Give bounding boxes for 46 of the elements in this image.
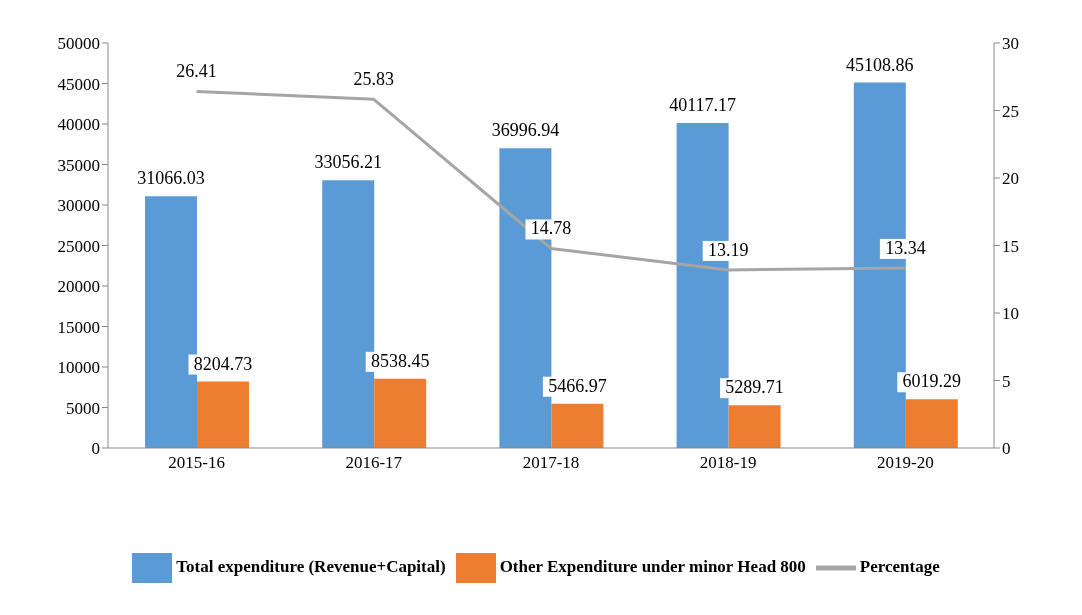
y2-tick-label: 15: [1002, 236, 1019, 256]
legend-label: Total expenditure (Revenue+Capital): [176, 556, 446, 576]
y-tick-label: 10000: [57, 358, 100, 378]
y2-tick-label: 0: [1002, 439, 1011, 459]
bar: [197, 381, 249, 448]
data-label: 25.83: [353, 69, 395, 90]
y-tick-label: 40000: [57, 115, 100, 135]
data-label: 8204.73: [193, 353, 253, 374]
data-label: 33056.21: [314, 152, 382, 173]
x-tick-label: 2018-19: [699, 453, 757, 473]
legend-label: Percentage: [859, 556, 940, 576]
data-label: 31066.03: [137, 168, 205, 189]
x-tick-label: 2019-20: [877, 453, 934, 473]
data-label: 5466.97: [548, 375, 607, 396]
y-tick-label: 30000: [57, 196, 100, 216]
y-tick-label: 20000: [57, 277, 100, 297]
x-tick-label: 2015-16: [168, 453, 225, 473]
data-label: 26.41: [176, 61, 217, 82]
y-tick-label: 35000: [57, 155, 100, 175]
bar: [374, 378, 427, 448]
y2-tick-label: 10: [1002, 304, 1019, 324]
bar: [905, 399, 958, 448]
y-tick-label: 5000: [66, 398, 100, 418]
data-label: 8538.45: [370, 350, 430, 371]
legend-label: Other Expenditure under minor Head 800: [499, 556, 806, 576]
bar: [728, 405, 781, 448]
data-label: 5289.71: [725, 377, 784, 398]
y-tick-label: 25000: [57, 236, 100, 256]
data-label: 14.78: [530, 218, 572, 239]
data-label: 40117.17: [669, 95, 737, 116]
y-tick-label: 15000: [57, 317, 100, 337]
x-tick-label: 2016-17: [345, 453, 403, 473]
data-label: 36996.94: [491, 120, 560, 141]
data-label: 6019.29: [902, 371, 962, 392]
data-label: 13.19: [707, 239, 749, 260]
x-tick-label: 2017-18: [522, 453, 580, 473]
data-label: 13.34: [885, 237, 926, 258]
y-tick-label: 50000: [57, 34, 100, 54]
data-label: 45108.86: [846, 54, 914, 75]
y2-tick-label: 30: [1002, 34, 1019, 54]
y-tick-label: 0: [91, 439, 100, 459]
bar: [551, 403, 604, 448]
y2-tick-label: 5: [1002, 371, 1011, 391]
y2-tick-label: 20: [1002, 169, 1019, 189]
y2-tick-label: 25: [1002, 101, 1019, 121]
y-tick-label: 45000: [57, 74, 100, 94]
